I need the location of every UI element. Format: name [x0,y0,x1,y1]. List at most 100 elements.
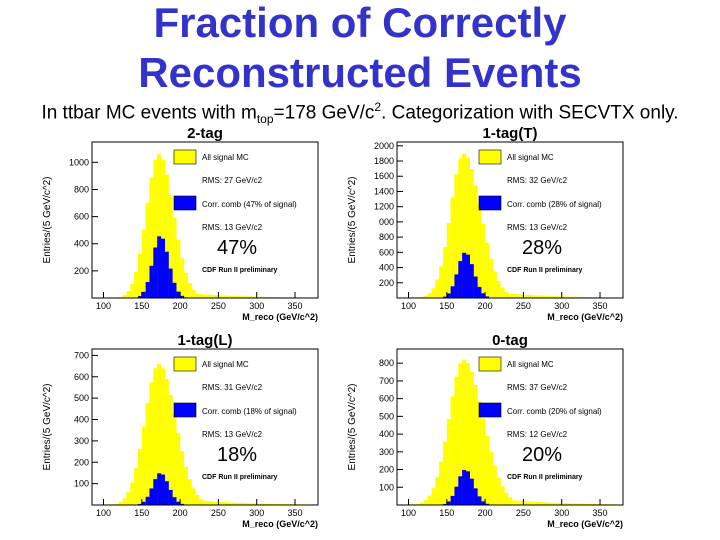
correct-bar [477,286,482,298]
preliminary-label: CDF Run II preliminary [507,474,583,481]
signal-bar [187,479,192,505]
correct-bar [450,495,455,505]
correct-bar [462,252,467,298]
signal-bar [210,294,215,298]
signal-bar [515,294,520,298]
signal-bar [508,497,513,505]
signal-bar [423,295,428,298]
legend-correct-label: Corr. comb (28% of signal) [507,200,602,209]
slide-subtitle: In ttbar MC events with mtop=178 GeV/c2.… [0,100,720,126]
signal-bar [149,382,154,505]
signal-bar [222,295,227,298]
correct-bar [168,268,173,298]
signal-bar [191,488,196,505]
signal-bar [423,500,428,505]
signal-bar [157,154,162,298]
x-tick-label: 250 [516,301,531,311]
y-tick-label: 200 [379,465,394,475]
signal-bar [527,295,532,298]
subtitle-sup: 2 [374,100,382,114]
y-tick-label: 500 [379,411,394,421]
x-axis-label: M_reco (GeV/c^2) [242,312,318,322]
correct-bar [149,265,154,298]
correct-bar [145,496,150,505]
x-tick-label: 150 [134,508,149,518]
signal-bar [122,294,127,298]
correct-bar [485,296,490,298]
signal-bar [538,295,543,298]
signal-bar [550,296,555,298]
y-tick-label: 600 [379,394,394,404]
signal-bar [592,503,597,505]
signal-bar [496,477,501,505]
signal-bar [439,461,444,505]
signal-bar [439,265,444,298]
correct-bar [473,276,478,298]
signal-bar [485,435,490,505]
legend-signal-label: All signal MC [202,360,249,369]
signal-bar [191,289,196,298]
legend-signal-rms: RMS: 27 GeV/c2 [202,176,263,185]
legend-swatch-signal [173,356,197,372]
signal-bar [577,296,582,298]
signal-bar [454,174,459,298]
signal-bar [488,451,493,505]
signal-bar [573,503,578,505]
x-tick-label: 300 [554,301,569,311]
signal-bar [450,197,455,298]
chart-title: 1-tag(T) [483,125,538,142]
y-tick-label: 1000 [69,157,89,167]
signal-bar [260,503,265,505]
subtitle-text-pre: In ttbar MC events with m [41,102,257,124]
signal-bar [245,296,250,298]
y-tick-label: 800 [379,232,394,242]
correct-bar [442,503,447,505]
signal-bar [218,501,223,505]
correct-bar [172,282,177,298]
signal-bar [214,295,219,298]
signal-bar [565,503,570,505]
signal-bar [450,396,455,505]
signal-bar [569,503,574,505]
signal-bar [492,465,497,505]
x-tick-label: 300 [249,301,264,311]
correct-bar [157,236,162,298]
y-tick-label: 600 [379,247,394,257]
signal-bar [580,503,585,505]
x-tick-label: 100 [401,508,416,518]
x-tick-label: 250 [211,301,226,311]
signal-bar [515,500,520,505]
correct-bar [180,503,185,505]
signal-bar [226,295,231,298]
signal-bar [245,503,250,505]
legend-signal-label: All signal MC [507,360,554,369]
histogram-2tag: 2-tag 200 400 600 800 1000 100 150 200 250 300 350 E… [42,125,319,322]
y-tick-label: 1200 [374,202,394,212]
signal-bar [130,283,135,298]
y-tick-label: 500 [74,393,89,403]
signal-bar [550,502,555,505]
signal-bar [577,503,582,505]
signal-bar [164,174,169,298]
signal-bar [249,296,254,298]
y-tick-label: 200 [74,457,89,467]
signal-bar [542,295,547,298]
signal-bar [573,296,578,298]
signal-bar [496,280,501,298]
correct-bar [454,274,459,298]
y-tick-label: 400 [74,415,89,425]
signal-bar [546,502,551,505]
signal-bar [252,503,257,505]
legend-signal-rms: RMS: 31 GeV/c2 [202,383,263,392]
y-tick-label: 300 [379,447,394,457]
signal-bar [477,401,482,505]
subtitle-text-post: . Categorization with SECVTX only. [381,102,679,124]
signal-bar [462,359,467,505]
signal-bar [126,291,131,298]
signal-bar [141,229,146,298]
signal-bar [237,502,242,505]
correct-bar [446,501,451,505]
correct-bar [153,479,158,505]
signal-bar [199,499,204,505]
signal-bar [275,503,280,505]
